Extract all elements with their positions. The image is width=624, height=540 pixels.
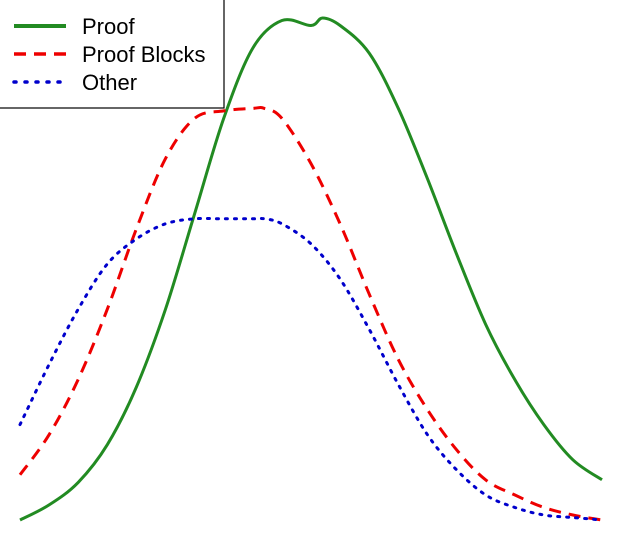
- legend-label: Proof: [82, 14, 135, 39]
- series-line-proof: [19, 16, 603, 522]
- plot-area: [18, 16, 604, 522]
- series-line-other: [18, 216, 604, 522]
- legend-entry-other: Other: [12, 70, 137, 95]
- legend-entry-proof-blocks: Proof Blocks: [14, 42, 206, 67]
- legend-label: Proof Blocks: [82, 42, 206, 67]
- legend-label: Other: [82, 70, 137, 95]
- series-line-proof-blocks: [18, 106, 603, 522]
- legend-entry-proof: Proof: [14, 14, 135, 39]
- legend: Proof Proof Blocks Other: [0, 0, 225, 109]
